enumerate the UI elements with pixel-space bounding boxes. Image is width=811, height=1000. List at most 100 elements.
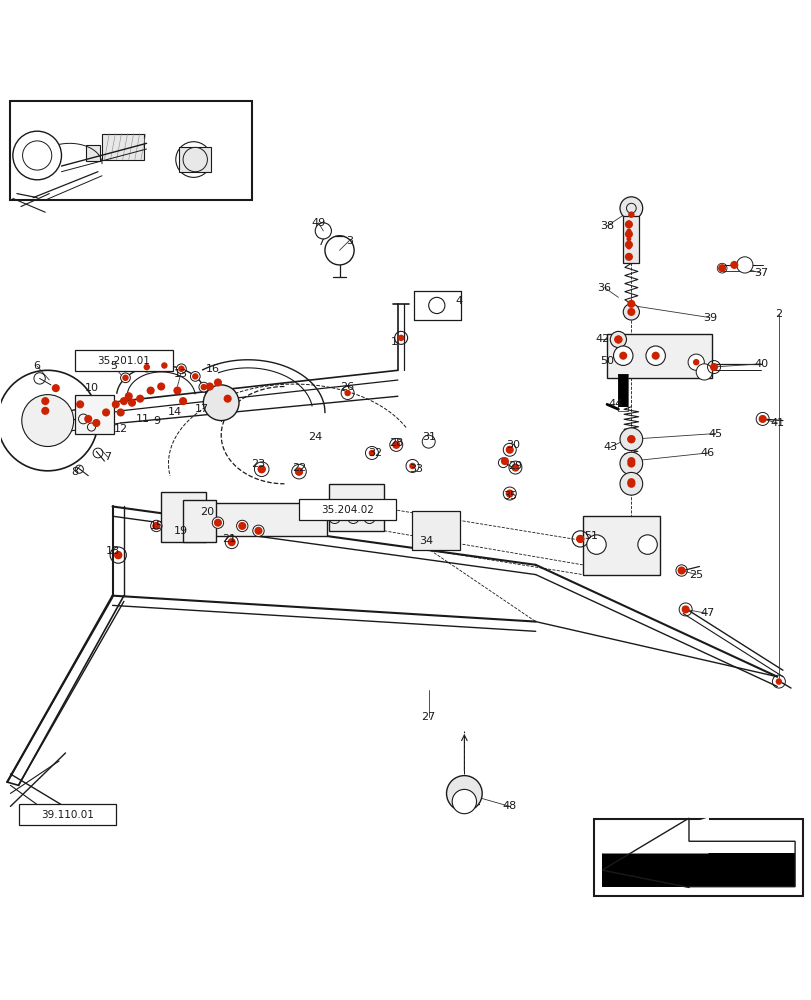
Circle shape <box>144 364 150 370</box>
Circle shape <box>620 428 642 451</box>
Circle shape <box>627 435 635 443</box>
Circle shape <box>452 789 476 814</box>
Text: 33: 33 <box>408 464 423 474</box>
Circle shape <box>41 397 49 405</box>
Circle shape <box>610 331 626 348</box>
Text: 43: 43 <box>603 442 616 452</box>
Text: 11: 11 <box>135 414 149 424</box>
Circle shape <box>114 551 122 559</box>
Circle shape <box>122 375 129 381</box>
Circle shape <box>393 442 399 448</box>
Circle shape <box>191 372 200 381</box>
Circle shape <box>676 566 684 575</box>
Bar <box>102 134 144 160</box>
Circle shape <box>397 335 404 341</box>
Circle shape <box>627 457 635 465</box>
Circle shape <box>627 308 635 316</box>
Bar <box>178 147 211 172</box>
Circle shape <box>687 354 703 370</box>
Bar <box>618 374 628 407</box>
Text: 48: 48 <box>502 801 517 811</box>
Circle shape <box>620 452 642 475</box>
Circle shape <box>717 264 725 272</box>
Circle shape <box>102 408 110 417</box>
Circle shape <box>677 567 684 574</box>
Text: 18: 18 <box>105 546 119 556</box>
Text: 35.201.01: 35.201.01 <box>97 356 150 366</box>
Circle shape <box>626 245 631 250</box>
Text: 7: 7 <box>104 452 111 462</box>
Bar <box>594 819 802 896</box>
Circle shape <box>637 535 656 554</box>
Circle shape <box>506 490 513 497</box>
Circle shape <box>614 335 622 344</box>
Circle shape <box>294 468 303 476</box>
Circle shape <box>681 606 688 613</box>
Circle shape <box>626 237 631 241</box>
Text: 51: 51 <box>583 531 597 541</box>
Text: 15: 15 <box>149 521 163 531</box>
Circle shape <box>84 415 92 423</box>
Text: 28: 28 <box>388 438 403 448</box>
Text: 47: 47 <box>700 608 714 618</box>
Bar <box>19 804 116 825</box>
Bar <box>602 853 794 887</box>
Circle shape <box>775 678 781 685</box>
Circle shape <box>628 211 634 218</box>
Circle shape <box>613 346 633 365</box>
Circle shape <box>252 525 264 536</box>
Circle shape <box>238 522 246 530</box>
Text: 1: 1 <box>390 337 397 347</box>
Bar <box>328 484 384 531</box>
Circle shape <box>512 464 518 471</box>
Circle shape <box>619 352 627 360</box>
Text: 8: 8 <box>71 467 79 477</box>
Text: 20: 20 <box>200 507 214 517</box>
Circle shape <box>446 776 482 811</box>
Text: 21: 21 <box>222 534 236 544</box>
Circle shape <box>182 147 207 172</box>
Bar <box>75 395 114 434</box>
Circle shape <box>114 551 122 559</box>
Bar <box>161 492 205 542</box>
Circle shape <box>213 378 221 387</box>
Circle shape <box>500 457 508 465</box>
Circle shape <box>152 522 161 530</box>
Circle shape <box>236 520 247 532</box>
Circle shape <box>92 419 101 427</box>
Text: 29: 29 <box>508 461 522 471</box>
Circle shape <box>227 538 235 546</box>
Text: 50: 50 <box>599 356 613 366</box>
Circle shape <box>161 362 167 369</box>
Circle shape <box>626 220 631 225</box>
Circle shape <box>505 446 513 454</box>
Bar <box>618 374 628 411</box>
Text: 5: 5 <box>110 361 118 371</box>
Text: 10: 10 <box>84 383 98 393</box>
Circle shape <box>709 363 717 371</box>
Circle shape <box>626 228 631 233</box>
Text: 42: 42 <box>594 334 608 344</box>
Circle shape <box>692 359 698 365</box>
Text: 6: 6 <box>33 361 41 371</box>
Circle shape <box>203 385 238 421</box>
Text: 40: 40 <box>753 359 767 369</box>
Circle shape <box>214 519 221 526</box>
Circle shape <box>159 361 169 370</box>
Text: 25: 25 <box>689 570 702 580</box>
Circle shape <box>192 373 199 380</box>
Text: 22: 22 <box>291 463 306 473</box>
Circle shape <box>142 362 152 372</box>
Circle shape <box>294 468 303 476</box>
Circle shape <box>136 395 144 403</box>
Circle shape <box>199 382 208 392</box>
Text: 38: 38 <box>599 221 613 231</box>
Circle shape <box>238 523 245 529</box>
Circle shape <box>153 523 160 529</box>
Text: 27: 27 <box>421 712 436 722</box>
Text: 41: 41 <box>770 418 783 428</box>
Circle shape <box>623 304 639 320</box>
Circle shape <box>645 346 664 365</box>
Circle shape <box>586 535 606 554</box>
Bar <box>209 503 327 536</box>
